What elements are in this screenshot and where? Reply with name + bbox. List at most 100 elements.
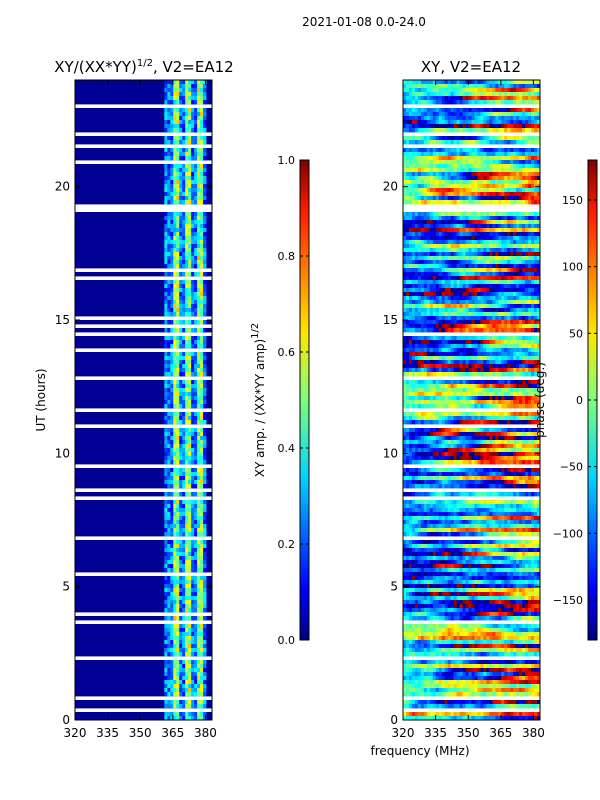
phase-cell (513, 216, 517, 221)
amplitude-cell (191, 524, 195, 529)
amplitude-cell (188, 432, 192, 437)
amplitude-cell (185, 692, 189, 697)
phase-cell (507, 340, 511, 345)
amplitude-cell (170, 112, 174, 117)
phase-cell (492, 260, 496, 265)
phase-cell (423, 228, 428, 233)
amplitude-cell (203, 704, 207, 709)
phase-cell (492, 164, 496, 169)
amplitude-cell (167, 564, 171, 569)
amplitude-cell (176, 252, 180, 257)
phase-cell (477, 316, 481, 321)
amplitude-cell (173, 460, 177, 465)
amplitude-cell (179, 596, 183, 601)
amplitude-cell (167, 624, 171, 629)
phase-cell (403, 320, 407, 325)
phase-cell (444, 124, 449, 129)
phase-cell (486, 172, 490, 177)
amplitude-cell (191, 296, 195, 301)
phase-cell (444, 136, 449, 141)
phase-cell (417, 140, 422, 145)
phase-cell (486, 280, 490, 285)
phase-cell (492, 292, 496, 297)
phase-cell (450, 236, 455, 241)
amplitude-cell (197, 644, 201, 649)
phase-cell (408, 232, 413, 237)
amplitude-cell (188, 88, 192, 93)
phase-cell (501, 272, 505, 277)
amplitude-cell (164, 448, 168, 453)
phase-cell (426, 148, 431, 153)
phase-cell (489, 304, 493, 309)
phase-cell (510, 112, 514, 117)
phase-cell (471, 108, 475, 113)
amplitude-cell (182, 384, 186, 389)
phase-cell (534, 340, 538, 345)
phase-cell (456, 304, 460, 309)
phase-cell (438, 256, 443, 261)
amplitude-row (75, 520, 212, 525)
amplitude-cell (188, 492, 192, 497)
amplitude-cell (188, 220, 192, 225)
phase-cell (414, 240, 419, 245)
amplitude-cell (164, 664, 168, 669)
phase-cell (414, 196, 419, 201)
amplitude-row (75, 664, 212, 669)
amplitude-cell (179, 540, 183, 545)
phase-cell (489, 328, 493, 333)
phase-cell (438, 172, 443, 177)
amplitude-cell (203, 240, 207, 245)
amplitude-cell (167, 384, 171, 389)
phase-cell (438, 260, 443, 265)
phase-cell (420, 136, 425, 141)
amplitude-cell (194, 280, 198, 285)
phase-cell (507, 212, 511, 217)
phase-cell (504, 120, 508, 125)
amplitude-cell (176, 372, 180, 377)
phase-cell (513, 188, 517, 193)
phase-cell (498, 156, 502, 161)
amplitude-cell (173, 364, 177, 369)
amplitude-cell (173, 616, 177, 621)
amplitude-cell (191, 176, 195, 181)
phase-cell (420, 160, 425, 165)
phase-cell (456, 88, 460, 93)
amplitude-cell (197, 200, 201, 205)
phase-cell (498, 316, 502, 321)
phase-cell (486, 244, 490, 249)
phase-cell (403, 160, 407, 165)
amplitude-cell (164, 384, 168, 389)
amplitude-cell (182, 716, 186, 720)
phase-cell (474, 348, 478, 353)
amplitude-cell (173, 392, 177, 397)
amplitude-cell (185, 100, 189, 105)
phase-cell (435, 320, 440, 325)
amplitude-cell (173, 328, 177, 333)
phase-cell (429, 152, 434, 157)
amplitude-cell (194, 168, 198, 173)
phase-cell (441, 272, 446, 277)
phase-cell (435, 148, 440, 153)
amplitude-cell (194, 568, 198, 573)
phase-cell (414, 328, 419, 333)
phase-cell (492, 252, 496, 257)
amplitude-cell (194, 364, 198, 369)
phase-cell (537, 288, 540, 293)
phase-cell (438, 228, 443, 233)
phase-cell (429, 252, 434, 257)
phase-cell (456, 136, 460, 141)
phase-cell (435, 228, 440, 233)
amplitude-cell (173, 228, 177, 233)
phase-cell (525, 232, 529, 237)
amplitude-cell (173, 492, 177, 497)
phase-cell (480, 300, 484, 305)
amplitude-cell (200, 272, 204, 277)
phase-cell (450, 180, 455, 185)
amplitude-cell (191, 140, 195, 145)
phase-cell (501, 240, 505, 245)
amplitude-cell (176, 168, 180, 173)
amplitude-cell (173, 200, 177, 205)
phase-cell (456, 92, 460, 97)
amplitude-cell (200, 352, 204, 357)
amplitude-cell (200, 532, 204, 537)
